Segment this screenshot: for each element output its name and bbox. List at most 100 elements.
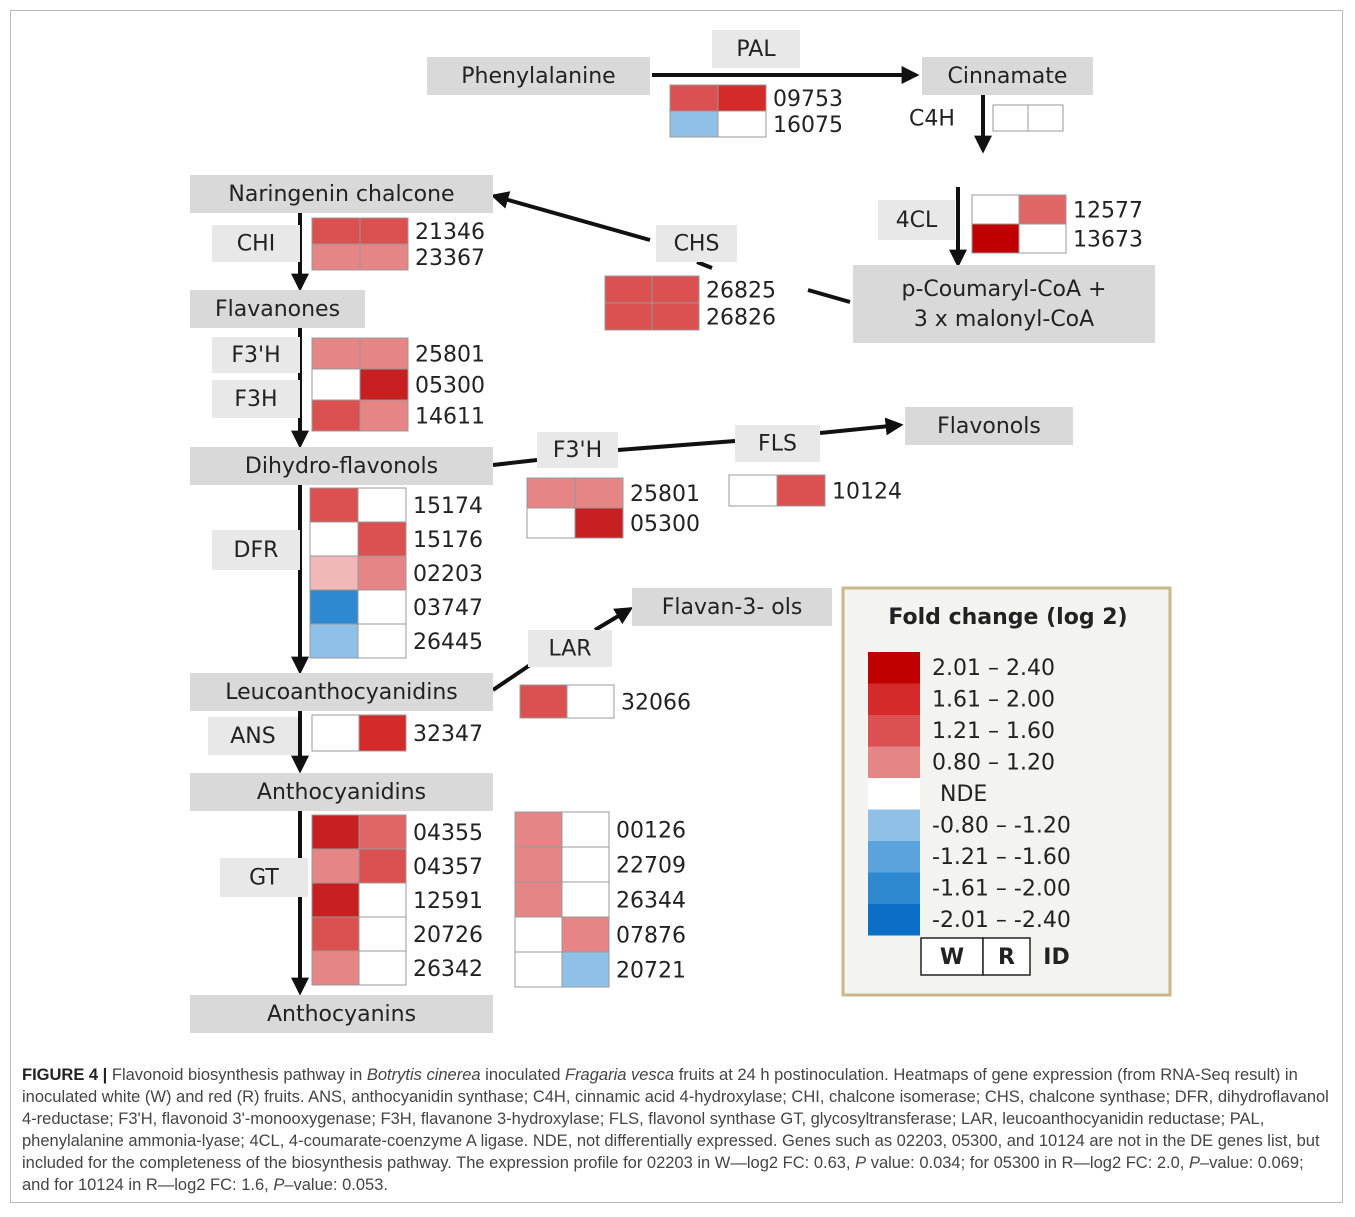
enzyme-label: GT [249, 866, 279, 891]
gene-id: 02203 [413, 562, 483, 587]
heatmap-cell [776, 474, 826, 507]
legend-swatch [868, 809, 920, 841]
heatmap-cell [311, 243, 361, 271]
heatmap-cell [309, 589, 359, 625]
heatmap-cell [357, 521, 407, 557]
enzyme-box [220, 858, 308, 897]
enzyme-box [898, 100, 966, 137]
gene-id: 32347 [413, 722, 483, 747]
key-label: W [940, 945, 964, 970]
heatmap-cell [514, 846, 563, 883]
caption-text: value: 0.034; for 05300 in R—log2 FC: 2.… [866, 1154, 1189, 1172]
legend-swatch [868, 652, 920, 684]
gene-id: 21346 [415, 220, 485, 245]
heatmap-cell [358, 714, 407, 752]
compound-box [190, 673, 493, 711]
enzyme-label: F3H [234, 387, 277, 412]
compound-label: 3 x malonyl-CoA [914, 307, 1094, 332]
compound-label: Dihydro-flavonols [245, 454, 438, 479]
compound-label: Leucoanthocyanidins [225, 680, 458, 705]
heatmap-cell [309, 555, 359, 591]
gene-id: 22709 [616, 854, 686, 879]
legend-swatch [868, 715, 920, 747]
key-label: ID [1043, 945, 1069, 970]
caption-text: P [855, 1154, 867, 1172]
gene-id: 16075 [773, 113, 843, 138]
pathway-diagram: Phenylalanine Cinnamate Naringenin chalcon… [190, 30, 1172, 1033]
gene-id: 32066 [621, 691, 691, 716]
compound-label: Anthocyanidins [257, 780, 426, 805]
gene-id: 05300 [415, 374, 485, 399]
enzyme-box [208, 717, 298, 755]
heatmap-cell [357, 555, 407, 591]
compound-box [853, 265, 1155, 343]
gene-id: 04357 [413, 855, 483, 880]
legend-label: NDE [940, 782, 987, 807]
heatmap-cell [311, 714, 360, 752]
heatmap-cell [309, 623, 359, 659]
gene-id: 04355 [413, 821, 483, 846]
figure-frame [10, 10, 1343, 1203]
heatmap-cell [359, 337, 409, 370]
legend-label: 0.80 – 1.20 [932, 751, 1055, 776]
heatmap-cell [311, 882, 360, 918]
heatmap-cell [309, 487, 359, 523]
enzyme-box [537, 432, 618, 468]
caption-text: Flavonoid biosynthesis pathway in [107, 1066, 367, 1084]
heatmap-cell [311, 399, 361, 432]
heatmap-cell [574, 507, 624, 539]
enzyme-box [528, 630, 612, 667]
heatmap-cell [566, 684, 615, 719]
legend-swatch [868, 683, 920, 715]
heatmap-cell [358, 882, 407, 918]
heatmap-cell [514, 951, 563, 988]
compound-label: Flavonols [937, 414, 1041, 439]
enzyme-box [212, 530, 300, 570]
heatmap-cell [358, 916, 407, 952]
compound-box [190, 290, 365, 328]
legend-label: -0.80 – -1.20 [932, 814, 1071, 839]
heatmap-cell [561, 916, 610, 953]
gene-id: 07876 [616, 924, 686, 949]
compound-label: Phenylalanine [461, 64, 615, 89]
enzyme-label: CHS [674, 232, 720, 257]
heatmap-cell [358, 950, 407, 986]
legend-label: 1.61 – 2.00 [932, 688, 1055, 713]
heatmap-cell [669, 84, 719, 112]
enzyme-label: DFR [234, 538, 279, 563]
heatmap-cell [514, 811, 563, 848]
gene-id: 23367 [415, 246, 485, 271]
heatmap-cell [358, 814, 407, 850]
legend-swatch [868, 746, 920, 778]
enzyme-label: LAR [548, 637, 591, 662]
heatmap-cell [1018, 194, 1067, 225]
heatmap-cell [717, 110, 767, 138]
heatmap-cell [357, 589, 407, 625]
compound-box [190, 773, 493, 811]
compound-label: Flavanones [215, 297, 340, 322]
caption-text: P [273, 1176, 285, 1194]
legend-label: 2.01 – 2.40 [932, 656, 1055, 681]
legend-swatch [868, 872, 920, 904]
enzyme-label: C4H [909, 107, 955, 132]
gene-id: 25801 [415, 343, 485, 368]
gene-id: 20726 [413, 923, 483, 948]
heatmap-cell [311, 950, 360, 986]
caption-text: fruits at 24 h postinoculation. Heatmaps… [22, 1066, 1329, 1172]
heatmap-cell [971, 194, 1020, 225]
compound-label: Naringenin chalcone [228, 182, 454, 207]
legend-swatch [868, 778, 920, 810]
heatmap-cell [992, 104, 1029, 132]
compound-box [190, 995, 493, 1033]
gene-id: 26342 [413, 957, 483, 982]
gene-id: 10124 [832, 480, 902, 505]
heatmap-cell [311, 217, 361, 245]
heatmap-cell [561, 846, 610, 883]
gene-id: 13673 [1073, 228, 1143, 253]
enzyme-label: FLS [758, 432, 797, 457]
enzyme-label: CHI [237, 232, 275, 257]
heatmap-cell [514, 881, 563, 918]
heatmap-cell [651, 275, 700, 304]
enzyme-box [656, 225, 737, 262]
